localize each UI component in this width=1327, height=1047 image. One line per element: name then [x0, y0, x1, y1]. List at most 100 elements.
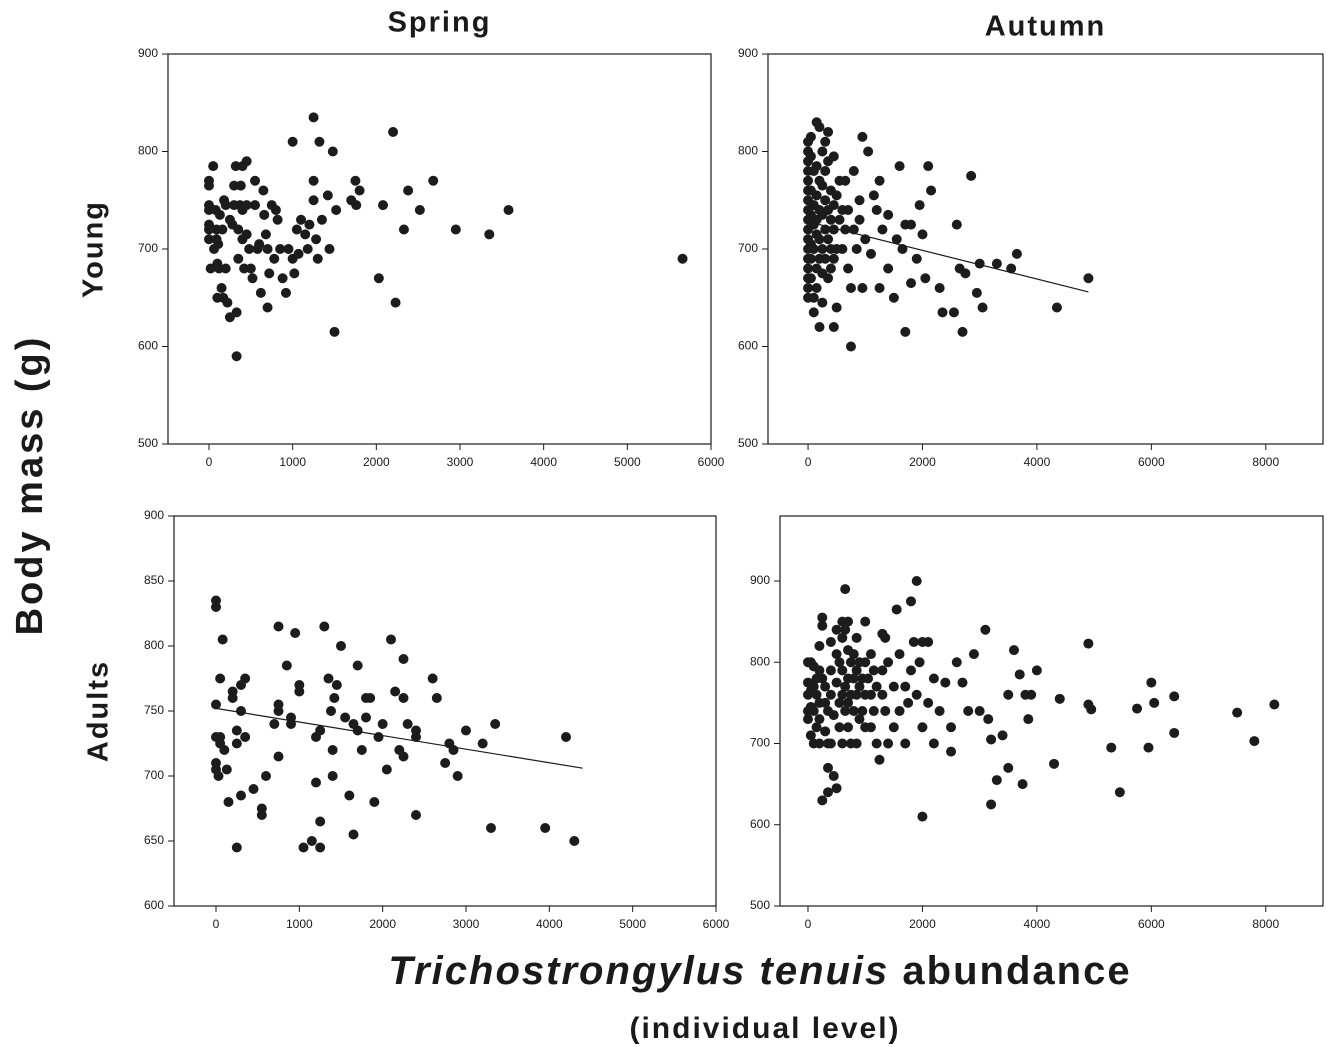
- point: [840, 681, 851, 692]
- x-tick-label: 0: [213, 917, 220, 931]
- point: [293, 248, 304, 259]
- point: [825, 636, 836, 647]
- plot-frame: [173, 515, 717, 907]
- point: [817, 146, 828, 157]
- point: [825, 214, 836, 225]
- point: [854, 681, 865, 692]
- point: [991, 775, 1002, 786]
- x-tick-label: 4000: [1024, 917, 1051, 931]
- point: [231, 307, 242, 318]
- point: [450, 224, 461, 235]
- point: [402, 719, 413, 729]
- point: [848, 673, 859, 684]
- point: [431, 693, 442, 703]
- point: [966, 170, 977, 181]
- row-label: Young: [78, 200, 110, 298]
- point: [848, 649, 859, 660]
- x-axis-label: Trichostrongylus tenuis abundance: [388, 949, 1131, 993]
- y-tick-label: 500: [750, 898, 770, 912]
- point: [369, 797, 380, 807]
- point: [840, 706, 851, 716]
- point: [928, 673, 939, 684]
- point: [231, 351, 242, 362]
- point: [914, 200, 925, 211]
- point: [805, 730, 816, 741]
- point: [820, 726, 831, 737]
- point: [247, 273, 258, 284]
- x-tick-label: 1000: [279, 455, 306, 469]
- point: [240, 673, 251, 684]
- point: [808, 307, 819, 318]
- y-tick-label: 900: [138, 46, 158, 60]
- point: [834, 657, 845, 668]
- trend-line: [215, 707, 583, 769]
- point: [272, 214, 283, 225]
- point: [294, 686, 305, 697]
- point: [820, 136, 831, 147]
- panel-title: Autumn: [985, 11, 1107, 43]
- point: [250, 175, 261, 186]
- point: [241, 200, 252, 211]
- point: [854, 214, 865, 225]
- point: [350, 175, 361, 186]
- point: [302, 244, 313, 254]
- point: [1169, 691, 1180, 702]
- point: [814, 714, 825, 725]
- point: [241, 156, 252, 167]
- point: [980, 624, 991, 635]
- point: [820, 681, 831, 692]
- point: [843, 205, 854, 215]
- point: [427, 673, 438, 684]
- point: [823, 127, 834, 137]
- point: [236, 706, 246, 716]
- point: [811, 283, 822, 293]
- point: [213, 771, 224, 781]
- point: [905, 665, 916, 676]
- point: [336, 641, 346, 651]
- point: [486, 823, 496, 833]
- point: [868, 665, 879, 676]
- point: [900, 738, 911, 749]
- point: [540, 823, 551, 833]
- point: [986, 799, 997, 810]
- point: [840, 224, 851, 235]
- point: [1083, 273, 1094, 284]
- x-tick-label: 6000: [698, 455, 725, 469]
- point: [845, 341, 856, 352]
- point: [991, 258, 1002, 269]
- point: [1003, 762, 1014, 773]
- point: [860, 657, 871, 668]
- point: [1006, 263, 1017, 274]
- point: [331, 680, 342, 690]
- point: [820, 195, 831, 206]
- point: [1051, 302, 1062, 313]
- point: [223, 797, 234, 807]
- point: [245, 263, 256, 274]
- point: [808, 292, 819, 303]
- x-tick-label: 0: [206, 455, 213, 469]
- x-tick-label: 2000: [369, 917, 396, 931]
- point: [894, 706, 905, 716]
- point: [803, 175, 814, 186]
- x-tick-label: 5000: [619, 917, 646, 931]
- point: [957, 677, 968, 688]
- point: [828, 200, 839, 211]
- point: [403, 185, 414, 196]
- point: [843, 722, 854, 733]
- x-axis-sublabel: (individual level): [629, 1012, 900, 1045]
- plot-frame: [767, 53, 1324, 445]
- point: [270, 205, 281, 215]
- point: [1014, 669, 1025, 680]
- point: [837, 632, 848, 643]
- x-tick-label: 2000: [909, 455, 936, 469]
- point: [327, 745, 338, 755]
- y-tick-label: 600: [144, 898, 164, 912]
- point: [561, 732, 571, 742]
- point: [948, 307, 959, 318]
- point: [802, 714, 813, 725]
- point: [240, 732, 251, 742]
- point: [894, 161, 905, 172]
- y-tick-label: 900: [750, 573, 770, 587]
- point: [1083, 638, 1094, 649]
- point: [803, 283, 814, 293]
